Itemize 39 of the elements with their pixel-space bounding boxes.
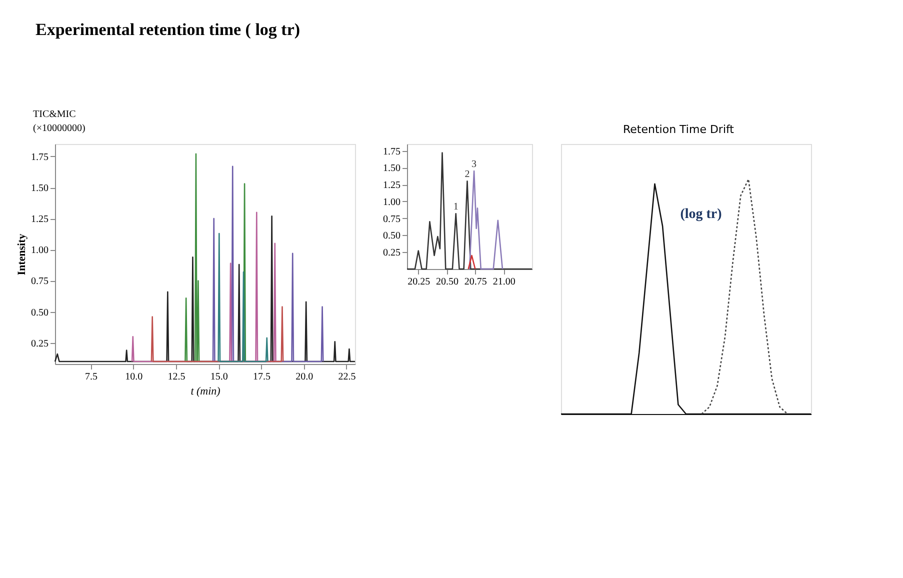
- line-series: [184, 153, 246, 362]
- annotation: 3: [472, 159, 477, 170]
- chart-title: Experimental retention time ( log tr): [36, 20, 300, 39]
- y-tick-label: 1.75: [31, 152, 48, 163]
- x-tick-label: 15.0: [210, 372, 228, 382]
- y-axis-title: Intensity: [16, 233, 28, 276]
- text: (×10000000): [33, 123, 86, 134]
- y-tick-label: 1.25: [31, 214, 48, 226]
- y-tick-label: 1.25: [383, 180, 400, 192]
- y-tick-label: 0.25: [383, 248, 400, 259]
- y-tick-label: 0.75: [383, 214, 400, 225]
- y-tick-label: 0.25: [31, 338, 48, 350]
- annotation: 1: [453, 202, 458, 213]
- text: Retention Time Drift: [623, 123, 735, 136]
- y-tick-label: 0.50: [31, 307, 48, 318]
- x-tick-label: 21.00: [492, 276, 516, 288]
- line-series: [218, 232, 268, 362]
- y-tick-label: 1.75: [383, 146, 400, 158]
- x-tick-label: 20.0: [296, 372, 314, 382]
- text: TIC&MIC: [33, 109, 76, 120]
- x-axis-title: t (min): [190, 386, 221, 398]
- line-series: [468, 170, 504, 270]
- y-tick-label: 1.50: [383, 163, 400, 174]
- y-tick-label: 0.50: [383, 230, 400, 242]
- x-tick-label: 10.0: [125, 372, 143, 382]
- y-tick-label: 1.00: [383, 196, 400, 208]
- x-tick-label: 20.25: [408, 276, 430, 288]
- line-series: [212, 166, 324, 362]
- y-tick-label: 1.50: [31, 183, 48, 194]
- annotation: (log tr): [680, 207, 722, 222]
- x-tick-label: 7.5: [85, 372, 98, 382]
- y-tick-label: 0.75: [31, 276, 48, 288]
- annotation: 2: [464, 169, 470, 180]
- x-tick-label: 20.50: [436, 276, 459, 288]
- y-tick-label: 1.00: [31, 245, 48, 256]
- x-tick-label: 20.75: [464, 276, 487, 288]
- x-tick-label: 12.5: [168, 372, 186, 382]
- x-tick-label: 17.5: [253, 372, 270, 382]
- x-tick-label: 22.5: [338, 372, 356, 382]
